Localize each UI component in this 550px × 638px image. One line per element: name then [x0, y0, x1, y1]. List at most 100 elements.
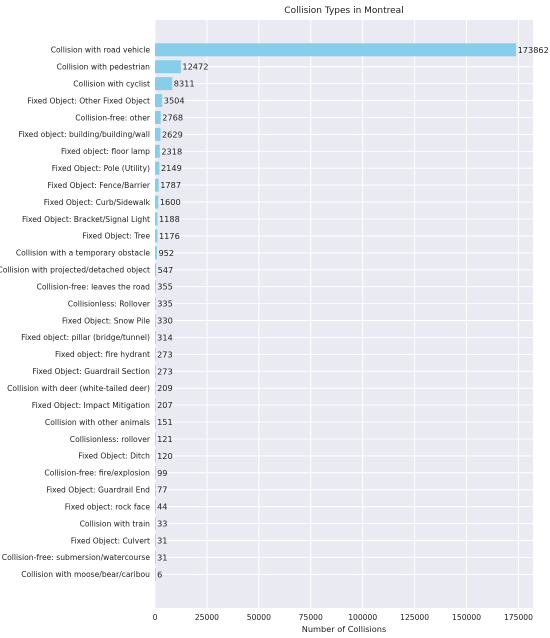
value-label: 547: [158, 265, 174, 275]
bar: [155, 517, 156, 531]
value-label: 6: [157, 569, 162, 579]
category-label: Fixed Object: Curb/Sidewalk: [44, 198, 151, 207]
category-label: Fixed Object: Culvert: [71, 536, 150, 545]
bar: [155, 483, 156, 497]
value-label: 952: [158, 248, 174, 258]
category-label: Fixed Object: Other Fixed Object: [27, 96, 150, 105]
bar: [155, 314, 156, 328]
category-label: Collision with road vehicle: [51, 46, 151, 55]
value-label: 207: [157, 400, 173, 410]
value-label: 31: [157, 535, 167, 545]
value-label: 3504: [164, 96, 185, 106]
value-label: 99: [157, 468, 167, 478]
bars: [155, 43, 517, 581]
bar: [155, 195, 159, 209]
bar: [155, 43, 517, 57]
bar: [155, 60, 181, 74]
category-label: Fixed Object: Impact Mitigation: [32, 401, 150, 410]
category-label: Fixed Object: Pole (Utility): [52, 164, 150, 173]
bar: [155, 550, 156, 564]
value-labels: 173862 12472 8311 3504 2768 2629 2318 2149 1787 1…: [157, 45, 549, 580]
value-label: 314: [157, 332, 173, 342]
bar: [155, 381, 156, 395]
bar: [155, 533, 156, 547]
value-label: 8311: [174, 79, 195, 89]
category-label: Fixed object: fire hydrant: [55, 350, 150, 359]
category-label: Fixed object: floor lamp: [61, 147, 150, 156]
value-label: 151: [157, 417, 173, 427]
value-label: 335: [157, 299, 173, 309]
bar: [155, 77, 173, 91]
category-label: Collision with projected/detached object: [0, 266, 150, 275]
value-label: 330: [157, 316, 173, 326]
bar: [155, 567, 156, 581]
category-label: Collision-free: fire/explosion: [44, 469, 150, 478]
category-label: Collision with train: [80, 519, 151, 528]
x-tick-label: 50000: [247, 613, 271, 622]
bar: [155, 398, 156, 412]
x-tick-label: 0: [153, 613, 158, 622]
value-label: 44: [157, 502, 167, 512]
bar: [155, 144, 160, 158]
bar: [155, 94, 163, 108]
bar: [155, 110, 161, 124]
x-tick-label: 125000: [400, 613, 429, 622]
category-label: Collisionless: Rollover: [68, 299, 151, 308]
bar: [155, 432, 156, 446]
category-label: Collision with cyclist: [73, 79, 150, 88]
x-tick-label: 75000: [299, 613, 323, 622]
plot-area: [155, 20, 533, 608]
value-label: 31: [157, 552, 167, 562]
bar: [155, 280, 156, 294]
value-label: 121: [157, 434, 173, 444]
value-label: 2318: [161, 146, 182, 156]
bar: [155, 415, 156, 429]
x-axis-label: Number of Collisions: [302, 624, 387, 634]
category-label: Fixed object: pillar (bridge/tunnel): [21, 333, 150, 342]
bar: [155, 246, 157, 260]
value-label: 273: [157, 349, 173, 359]
category-labels: Collision with road vehicle Collision wit…: [0, 46, 151, 580]
value-label: 2629: [162, 129, 183, 139]
category-label: Collisionless: rollover: [70, 435, 151, 444]
x-tick-label: 100000: [348, 613, 377, 622]
value-label: 355: [157, 282, 173, 292]
category-label: Collision with a temporary obstacle: [16, 249, 150, 258]
value-label: 77: [157, 485, 167, 495]
value-label: 1188: [159, 214, 180, 224]
category-label: Fixed Object: Guardrail End: [46, 486, 150, 495]
x-tick-labels: 0 25000 50000 75000 100000 125000 150000 175000: [153, 613, 534, 622]
bar: [155, 263, 157, 277]
category-label: Collision with moose/bear/caribou: [21, 570, 150, 579]
category-label: Fixed object: rock face: [65, 502, 151, 511]
bar: [155, 466, 156, 480]
value-label: 1176: [159, 231, 180, 241]
category-label: Fixed object: building/building/wall: [19, 130, 151, 139]
value-label: 1787: [160, 180, 181, 190]
bar: [155, 500, 156, 514]
value-label: 2149: [161, 163, 182, 173]
bar: [155, 178, 159, 192]
category-label: Fixed Object: Bracket/Signal Light: [22, 215, 150, 224]
category-label: Fixed Object: Snow Pile: [62, 316, 150, 325]
category-label: Fixed Object: Fence/Barrier: [47, 181, 150, 190]
category-label: Fixed Object: Ditch: [78, 452, 150, 461]
bar: [155, 330, 156, 344]
category-label: Collision with other animals: [45, 418, 150, 427]
value-label: 273: [157, 366, 173, 376]
bar: [155, 347, 156, 361]
bar: [155, 212, 158, 226]
bar: [155, 297, 156, 311]
category-label: Fixed Object: Guardrail Section: [32, 367, 150, 376]
value-label: 1600: [160, 197, 181, 207]
bar: [155, 364, 156, 378]
value-label: 173862: [518, 45, 549, 55]
x-tick-label: 175000: [504, 613, 533, 622]
category-label: Collision with deer (white-tailed deer): [7, 384, 150, 393]
value-label: 33: [157, 519, 167, 529]
bar: [155, 127, 161, 141]
category-label: Collision-free: submersion/watercourse: [2, 553, 151, 562]
value-label: 2768: [162, 112, 183, 122]
bar: [155, 229, 158, 243]
